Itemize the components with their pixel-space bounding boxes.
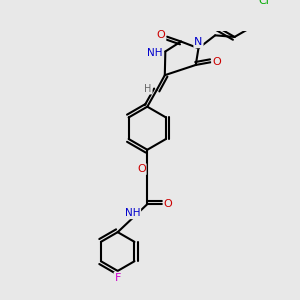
Text: N: N <box>194 37 203 47</box>
Text: H: H <box>144 84 152 94</box>
Text: NH: NH <box>147 48 163 58</box>
Text: F: F <box>115 273 121 283</box>
Text: O: O <box>137 164 146 174</box>
Text: O: O <box>212 57 221 67</box>
Text: NH: NH <box>125 208 140 218</box>
Text: O: O <box>164 199 172 209</box>
Text: O: O <box>157 30 165 40</box>
Text: Cl: Cl <box>259 0 270 6</box>
